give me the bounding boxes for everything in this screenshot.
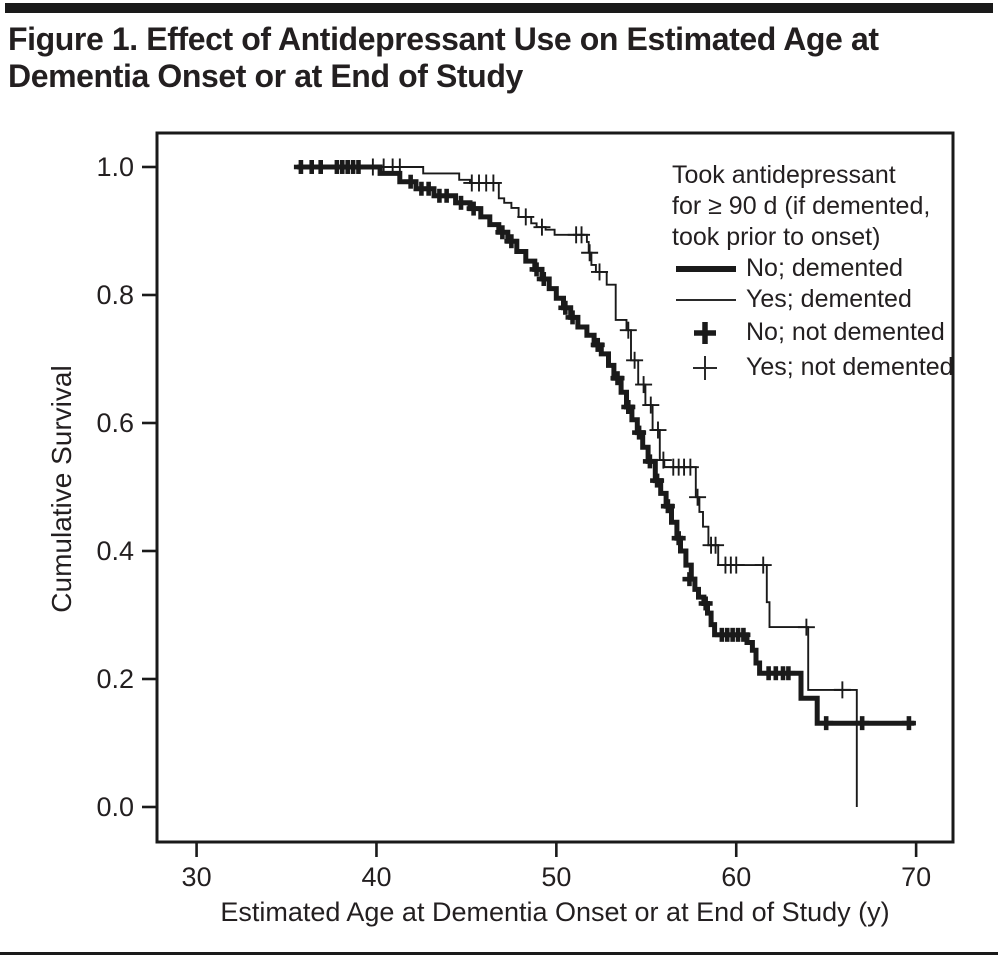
legend-item-no-not-demented: No; not demented — [672, 315, 952, 350]
x-tick-label: 50 — [541, 862, 571, 892]
legend-item-no-demented: No; demented — [672, 253, 952, 284]
legend-item-yes-not-demented: Yes; not demented — [672, 350, 954, 385]
survival-curve-thick — [297, 164, 915, 726]
legend-header-line-1: Took antidepressant — [672, 161, 896, 189]
legend-item-label: Yes; demented — [746, 285, 912, 313]
legend-item-label: Yes; not demented — [746, 353, 954, 381]
yes-not-demented-thin-plus-icon — [672, 354, 738, 382]
legend-header-line-3: took prior to onset) — [672, 223, 881, 251]
chart-legend: Took antidepressant for ≥ 90 d (if demen… — [672, 160, 954, 385]
figure-title-line-1: Figure 1. Effect of Antidepressant Use o… — [8, 21, 879, 57]
bottom-rule — [0, 952, 998, 955]
figure-title: Figure 1. Effect of Antidepressant Use o… — [8, 21, 968, 95]
legend-item-label: No; not demented — [746, 318, 945, 346]
y-tick-label: 0.2 — [96, 664, 134, 694]
x-tick-label: 30 — [182, 862, 212, 892]
no-not-demented-thick-plus-icon — [672, 319, 738, 347]
legend-item-label: No; demented — [746, 254, 904, 282]
no-demented-thick-line-icon — [672, 265, 738, 272]
legend-header: Took antidepressant for ≥ 90 d (if demen… — [672, 160, 952, 253]
survival-curve-thin — [322, 166, 858, 807]
plot-frame — [155, 131, 955, 844]
y-tick-label: 0.0 — [96, 792, 134, 822]
y-tick-label: 1.0 — [96, 152, 134, 182]
legend-header-line-2: for ≥ 90 d (if demented, — [672, 192, 931, 220]
y-tick-label: 0.6 — [96, 408, 134, 438]
yes-demented-thin-line-icon — [672, 298, 738, 301]
x-axis-label: Estimated Age at Dementia Onset or at En… — [220, 897, 890, 927]
y-tick-label: 0.4 — [96, 536, 134, 566]
x-tick-label: 60 — [721, 862, 751, 892]
y-axis-label: Cumulative Survival — [46, 365, 77, 613]
x-tick-label: 40 — [361, 862, 391, 892]
figure-title-line-2: Dementia Onset or at End of Study — [8, 58, 523, 94]
y-tick-label: 0.8 — [96, 280, 134, 310]
x-tick-label: 70 — [901, 862, 931, 892]
top-rule — [5, 3, 993, 13]
legend-item-yes-demented: Yes; demented — [672, 284, 952, 315]
